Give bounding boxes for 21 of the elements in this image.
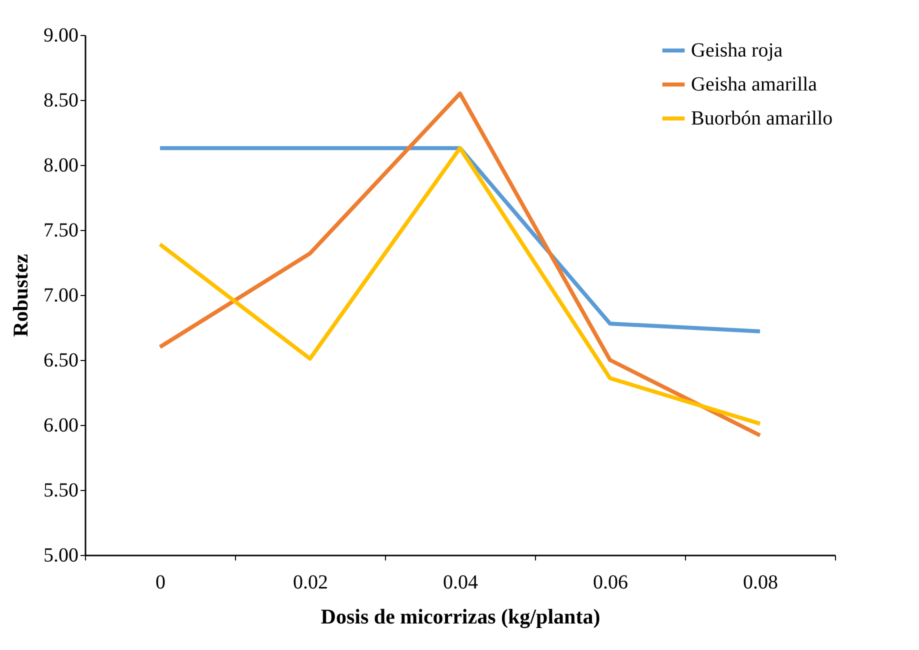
y-tick-label: 9.00	[44, 24, 78, 46]
legend-label: Geisha roja	[691, 40, 783, 62]
x-tick-label: 0	[156, 572, 166, 594]
x-tick-label: 0.08	[743, 572, 778, 594]
line-series	[158, 146, 762, 426]
line-series	[158, 92, 762, 438]
y-tick-label: 7.00	[44, 284, 78, 306]
x-tick-label: 0.04	[443, 572, 478, 594]
y-tick-label: 8.50	[44, 90, 78, 112]
legend-label: Buorbón amarillo	[691, 108, 833, 130]
y-tick-label: 5.50	[44, 480, 78, 502]
y-tick-label: 8.00	[44, 154, 78, 176]
y-axis-title: Robustez	[8, 254, 32, 337]
y-tick-label: 7.50	[44, 220, 78, 242]
x-tick-label: 0.02	[293, 572, 328, 594]
legend-label: Geisha amarilla	[691, 74, 818, 96]
y-tick-label: 6.50	[44, 350, 78, 372]
x-tick-label: 0.06	[593, 572, 628, 594]
y-tick-label: 6.00	[44, 414, 78, 436]
x-axis-title: Dosis de micorrizas (kg/planta)	[320, 604, 600, 628]
y-tick-label: 5.00	[44, 544, 78, 566]
